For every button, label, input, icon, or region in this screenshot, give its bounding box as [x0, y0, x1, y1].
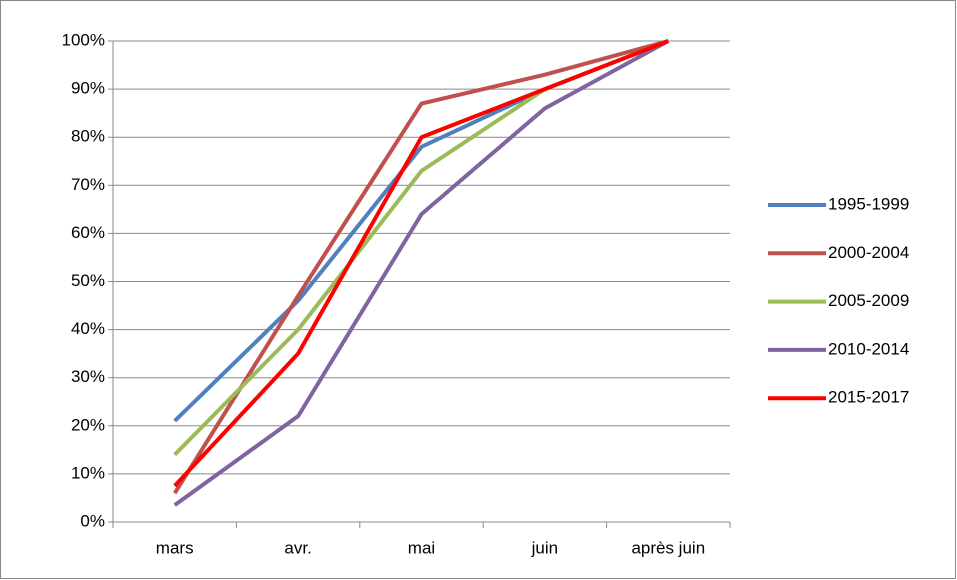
legend-label: 2000-2004: [828, 243, 909, 262]
y-tick-label: 0%: [80, 511, 105, 530]
y-tick-label: 10%: [71, 463, 105, 482]
y-tick-label: 50%: [71, 271, 105, 290]
y-tick-label: 20%: [71, 415, 105, 434]
x-tick-label: juin: [531, 538, 558, 557]
series-line: [173, 39, 670, 507]
y-tick-label: 90%: [71, 79, 105, 98]
x-tick-label: avr.: [284, 538, 311, 557]
y-tick-label: 40%: [71, 319, 105, 338]
legend-label: 1995-1999: [828, 194, 909, 213]
y-tick-label: 60%: [71, 223, 105, 242]
y-tick-label: 70%: [71, 175, 105, 194]
series-line: [173, 39, 670, 488]
y-tick-label: 30%: [71, 367, 105, 386]
legend-label: 2005-2009: [828, 291, 909, 310]
legend-label: 2015-2017: [828, 388, 909, 407]
legend-label: 2010-2014: [828, 339, 909, 358]
x-tick-label: après juin: [631, 538, 705, 557]
series-line: [173, 39, 669, 495]
y-tick-label: 100%: [62, 30, 105, 49]
y-tick-label: 80%: [71, 127, 105, 146]
x-tick-label: mars: [156, 538, 194, 557]
x-tick-label: mai: [408, 538, 435, 557]
